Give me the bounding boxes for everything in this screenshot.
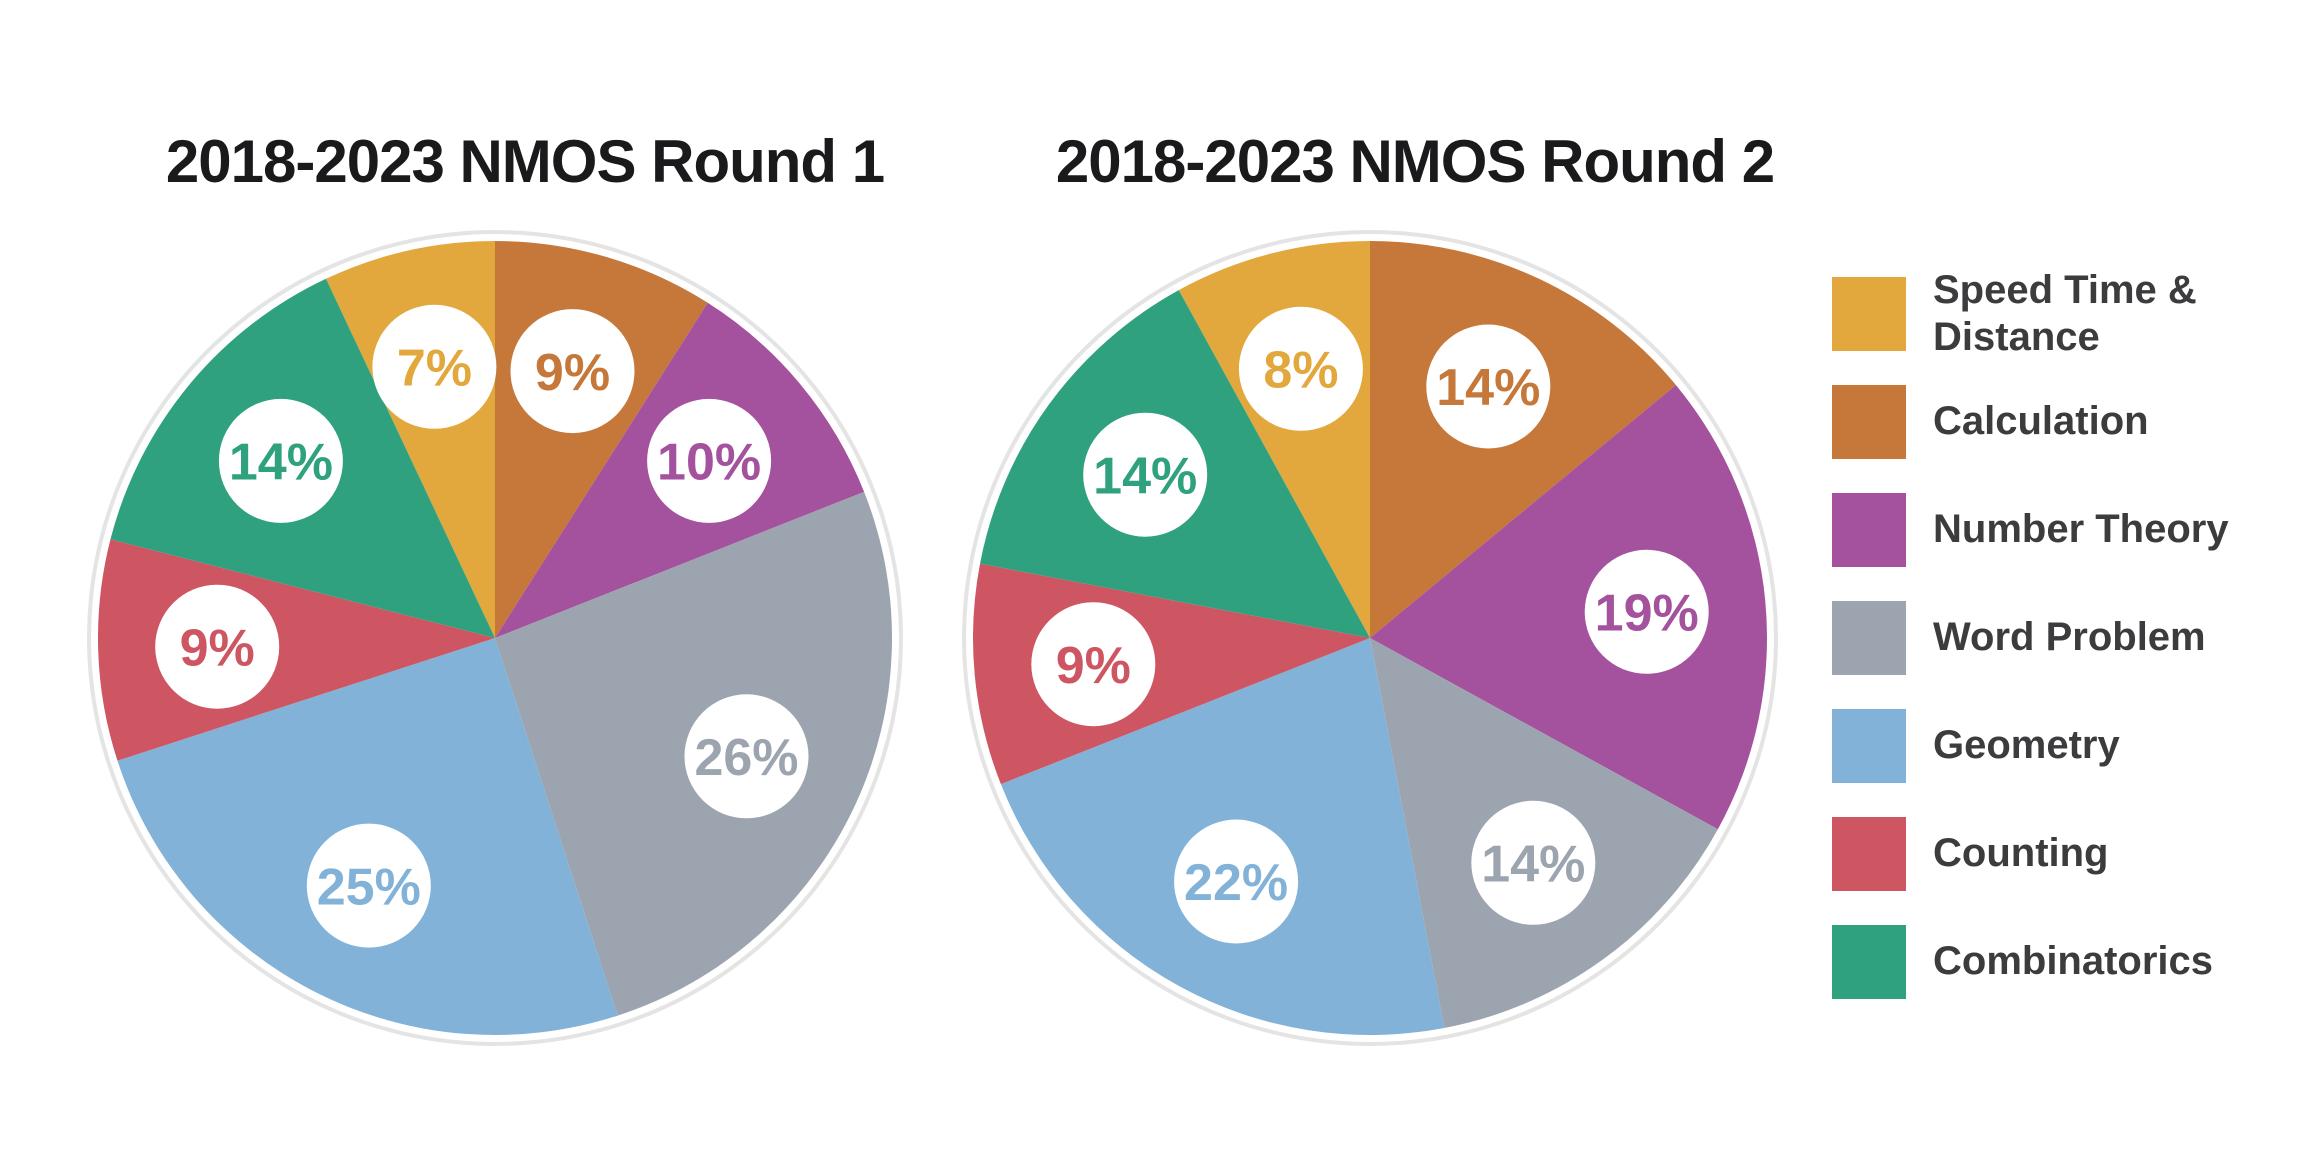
legend-item-geometry: Geometry [1832,709,2302,783]
slice-label-circle-geometry [1174,819,1299,944]
slice-label-circle-geometry [306,823,431,948]
pie-chart-round-2: 8% 14% 19% 14% 22% 9% 14% [950,218,1790,1058]
legend-item-number-theory: Number Theory [1832,493,2302,567]
legend-swatch-speed-time-distance [1832,277,1906,351]
slice-percent-label-word-problem: 14% [1481,836,1585,894]
legend-swatch-calculation [1832,385,1906,459]
legend-item-combinatorics: Combinatorics [1832,925,2302,999]
slice-label-circle-calculation [1426,324,1551,449]
slice-label-circle-calculation [510,309,635,434]
slice-percent-label-calculation: 14% [1436,359,1540,417]
legend-label-speed-time-distance: Speed Time & Distance [1933,267,2197,359]
slice-percent-label-speed-time-distance: 7% [397,340,472,398]
slice-percent-label-counting: 9% [1056,637,1131,695]
pie-svg-round-1: 7% 9% 10% 26% 25% 9% 14% [87,230,903,1046]
legend: Speed Time & Distance Calculation Number T… [1832,268,2302,1033]
slice-label-circle-combinatorics [1083,412,1208,537]
slice-percent-label-combinatorics: 14% [1093,447,1197,505]
slice-percent-label-word-problem: 26% [694,729,798,787]
legend-label-geometry: Geometry [1933,723,2120,768]
slice-label-circle-speed-time-distance [372,304,497,429]
legend-label-calculation: Calculation [1933,399,2149,444]
legend-swatch-word-problem [1832,601,1906,675]
pie-svg-round-2: 8% 14% 19% 14% 22% 9% 14% [962,230,1778,1046]
legend-label-combinatorics: Combinatorics [1933,939,2214,984]
slice-percent-label-number-theory: 19% [1595,585,1699,643]
slice-label-circle-word-problem [1471,800,1596,925]
slice-percent-label-counting: 9% [180,619,255,677]
legend-label-word-problem: Word Problem [1933,615,2206,660]
legend-swatch-combinatorics [1832,925,1906,999]
legend-label-number-theory: Number Theory [1933,507,2229,552]
legend-swatch-number-theory [1832,493,1906,567]
legend-swatch-geometry [1832,709,1906,783]
slice-label-circle-speed-time-distance [1238,306,1363,431]
legend-item-counting: Counting [1832,817,2302,891]
slice-label-circle-counting [1031,602,1156,727]
legend-item-calculation: Calculation [1832,385,2302,459]
chart-title-round-1: 2018-2023 NMOS Round 1 [165,128,885,195]
slice-label-circle-word-problem [684,694,809,819]
slice-percent-label-combinatorics: 14% [229,434,333,492]
slice-percent-label-number-theory: 10% [657,434,761,492]
slice-label-circle-number-theory [1584,549,1709,674]
slice-percent-label-speed-time-distance: 8% [1263,342,1338,400]
legend-label-counting: Counting [1933,831,2109,876]
pie-slice-number-theory [1370,384,1767,830]
slice-label-circle-combinatorics [218,398,343,523]
slice-label-circle-counting [155,584,280,709]
slice-percent-label-calculation: 9% [535,344,610,402]
pie-slice-calculation [1370,241,1676,638]
chart-title-round-2: 2018-2023 NMOS Round 2 [1055,128,1775,195]
legend-item-speed-time-distance: Speed Time & Distance [1832,268,2302,359]
slice-label-circle-number-theory [647,398,772,523]
legend-swatch-counting [1832,817,1906,891]
slice-percent-label-geometry: 25% [317,858,421,916]
slice-percent-label-geometry: 22% [1184,854,1288,912]
legend-item-word-problem: Word Problem [1832,601,2302,675]
pie-chart-round-1: 7% 9% 10% 26% 25% 9% 14% [75,218,915,1058]
